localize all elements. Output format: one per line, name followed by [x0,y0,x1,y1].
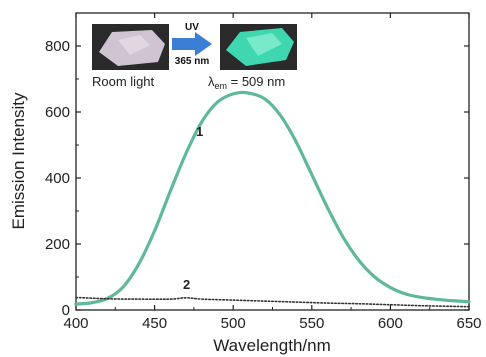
lambda-subscript: em [215,81,228,91]
series-1-label: 1 [196,124,203,139]
y-tick-label: 400 [45,170,70,187]
x-tick-label: 500 [221,315,246,332]
y-tick-label: 600 [45,104,70,121]
y-axis-title: Emission Intensity [9,92,28,229]
x-tick-label: 450 [142,315,167,332]
lambda-value: = 509 nm [227,74,285,89]
x-tick-label: 600 [378,315,403,332]
uv-crystal-glow [246,33,282,56]
y-tick-label: 800 [45,38,70,55]
x-tick-label: 650 [456,315,481,332]
series-2-label: 2 [183,277,190,292]
series-layer [74,90,471,308]
uv-label: UV [185,22,199,33]
room-light-crystal-highlight [118,35,150,55]
lambda-symbol: λ [208,74,215,89]
series-2-line [75,296,470,308]
x-tick-label: 550 [299,315,324,332]
series-1-line [74,90,471,306]
inset-photos: UV 365 nm [92,22,297,70]
uv-wavelength-label: 365 nm [175,56,210,67]
axis-tick-labels: 400 450 500 550 600 650 0 200 400 600 800 [45,38,482,332]
emission-max-label: λem = 509 nm [208,74,285,91]
x-tick-label: 400 [63,315,88,332]
room-light-crystal [99,30,165,66]
room-light-label: Room light [92,74,155,89]
y-tick-label: 200 [45,236,70,253]
x-axis-title: Wavelength/nm [213,336,330,355]
uv-crystal [226,28,294,66]
y-tick-label: 0 [62,302,70,319]
axis-ticks [75,13,470,311]
uv-arrow-icon [172,32,212,56]
